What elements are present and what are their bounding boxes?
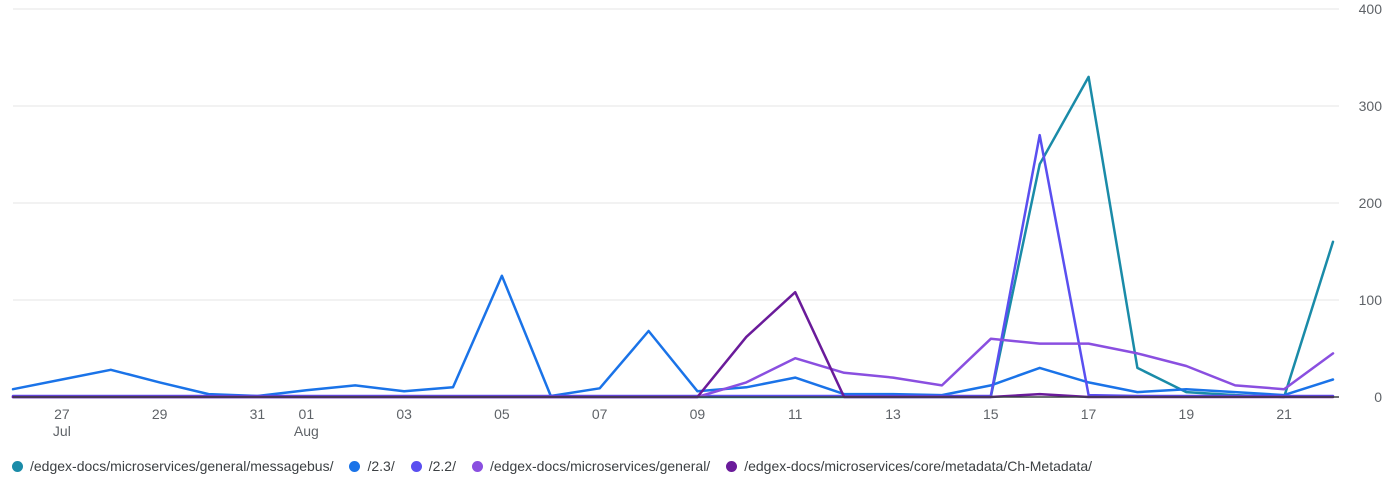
grid-lines (13, 8, 1339, 301)
series-line-2 (11, 274, 1335, 398)
x-tick-label: 09 (690, 406, 706, 422)
legend-swatch (726, 460, 738, 472)
series-line-5 (11, 290, 1335, 399)
y-tick-label: 200 (1359, 195, 1383, 211)
series-line-1 (11, 75, 1335, 399)
x-tick-label: 05 (494, 406, 510, 422)
y-tick-label: 0 (1374, 389, 1382, 405)
legend-item[interactable]: /2.2/ (410, 458, 456, 474)
x-tick-label: 29 (152, 406, 168, 422)
legend-swatch (471, 460, 483, 472)
legend-swatch (410, 460, 422, 472)
legend-label: /2.2/ (428, 458, 456, 474)
x-tick-label: 03 (396, 406, 412, 422)
series-lines (11, 75, 1335, 399)
y-tick-label: 400 (1359, 1, 1383, 17)
legend-item[interactable]: /edgex-docs/microservices/general/ (471, 458, 711, 474)
legend-label: /2.3/ (367, 458, 395, 474)
legend-item[interactable]: /edgex-docs/microservices/general/messag… (12, 458, 333, 474)
x-tick-label: 31 (250, 406, 266, 422)
y-axis: 0 100 200 300 400 (1359, 1, 1383, 405)
x-tick-month-label: Jul (53, 423, 71, 439)
x-tick-month-label: Aug (294, 423, 319, 439)
x-tick-label: 13 (885, 406, 901, 422)
y-tick-label: 100 (1359, 292, 1383, 308)
y-tick-label: 300 (1359, 98, 1383, 114)
x-tick-label: 15 (983, 406, 999, 422)
chart-legend: /edgex-docs/microservices/general/messag… (12, 458, 1092, 474)
x-tick-label: 11 (788, 406, 803, 422)
x-tick-label: 17 (1081, 406, 1097, 422)
legend-label: /edgex-docs/microservices/core/metadata/… (744, 458, 1093, 474)
legend-swatch (349, 460, 361, 472)
legend-item[interactable]: /edgex-docs/microservices/core/metadata/… (726, 458, 1092, 474)
legend-swatch (12, 460, 23, 472)
legend-item[interactable]: /2.3/ (349, 458, 395, 474)
legend-label: /edgex-docs/microservices/general/messag… (30, 458, 334, 474)
x-tick-label: 19 (1179, 406, 1195, 422)
x-tick-label: 07 (592, 406, 608, 422)
x-tick-label: 27 (54, 406, 70, 422)
legend-label: /edgex-docs/microservices/general/ (489, 458, 711, 474)
x-tick-label: 21 (1276, 406, 1292, 422)
x-tick-label: 01 (299, 406, 315, 422)
